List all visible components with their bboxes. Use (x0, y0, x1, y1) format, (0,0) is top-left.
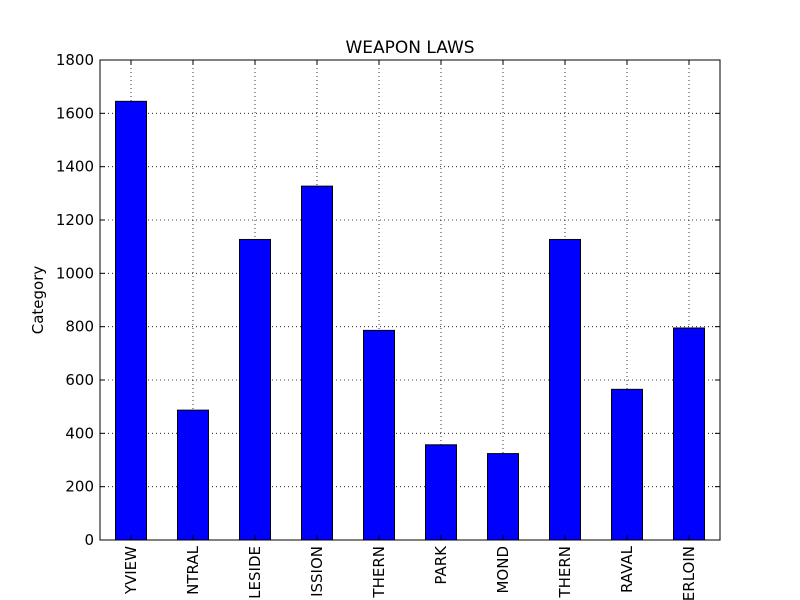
y-tick-label: 1000 (56, 264, 94, 282)
y-tick-label: 200 (65, 478, 94, 496)
y-tick-label: 1400 (56, 158, 94, 176)
bar-bayview (115, 100, 147, 541)
y-axis-ticks: 0 200 400 600 800 1000 1200 1400 1600 1800 (56, 51, 720, 549)
y-tick-label: 800 (65, 318, 94, 336)
bar-taraval (611, 388, 643, 541)
x-axis-ticks: YVIEW NTRAL LESIDE ISSION THERN PARK MOND THERN… (122, 60, 698, 600)
bar-ingleside (239, 238, 271, 541)
bar-richmond (487, 453, 519, 541)
x-tick-label: THERN (370, 546, 388, 599)
y-tick-label: 0 (84, 531, 94, 549)
x-tick-label: YVIEW (122, 546, 140, 595)
plot-area-frame (99, 59, 721, 541)
bar-mission (301, 185, 333, 541)
x-tick-label: NTRAL (184, 545, 202, 594)
bar-southern (549, 238, 581, 541)
y-tick-label: 1200 (56, 211, 94, 229)
y-tick-label: 1800 (56, 51, 94, 69)
y-tick-label: 600 (65, 371, 94, 389)
x-tick-label: RAVAL (618, 545, 636, 593)
bar-central (177, 409, 209, 541)
bar-northern (363, 329, 395, 541)
chart-title: WEAPON LAWS (345, 38, 474, 58)
x-tick-label: ERLOIN (680, 546, 698, 600)
x-tick-label: MOND (494, 546, 512, 594)
x-tick-label: LESIDE (246, 546, 264, 599)
bar-park (425, 444, 457, 541)
x-tick-label: ISSION (308, 546, 326, 597)
x-tick-label: PARK (432, 545, 450, 585)
bar-tenderloin (673, 327, 705, 541)
y-axis-label: Category (29, 266, 47, 335)
y-tick-label: 400 (65, 424, 94, 442)
y-tick-label: 1600 (56, 104, 94, 122)
x-tick-label: THERN (556, 546, 574, 599)
bars (115, 100, 705, 541)
